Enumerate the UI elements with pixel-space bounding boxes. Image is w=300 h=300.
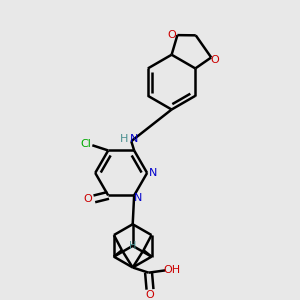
Text: H: H (129, 241, 136, 251)
Text: O: O (146, 290, 154, 300)
Text: O: O (210, 55, 219, 65)
Text: N: N (149, 168, 158, 178)
Text: O: O (168, 29, 177, 40)
Text: N: N (130, 134, 138, 144)
Text: Cl: Cl (81, 139, 92, 149)
Text: N: N (134, 193, 142, 203)
Text: H: H (120, 134, 128, 144)
Text: OH: OH (163, 265, 180, 275)
Text: O: O (84, 194, 92, 204)
